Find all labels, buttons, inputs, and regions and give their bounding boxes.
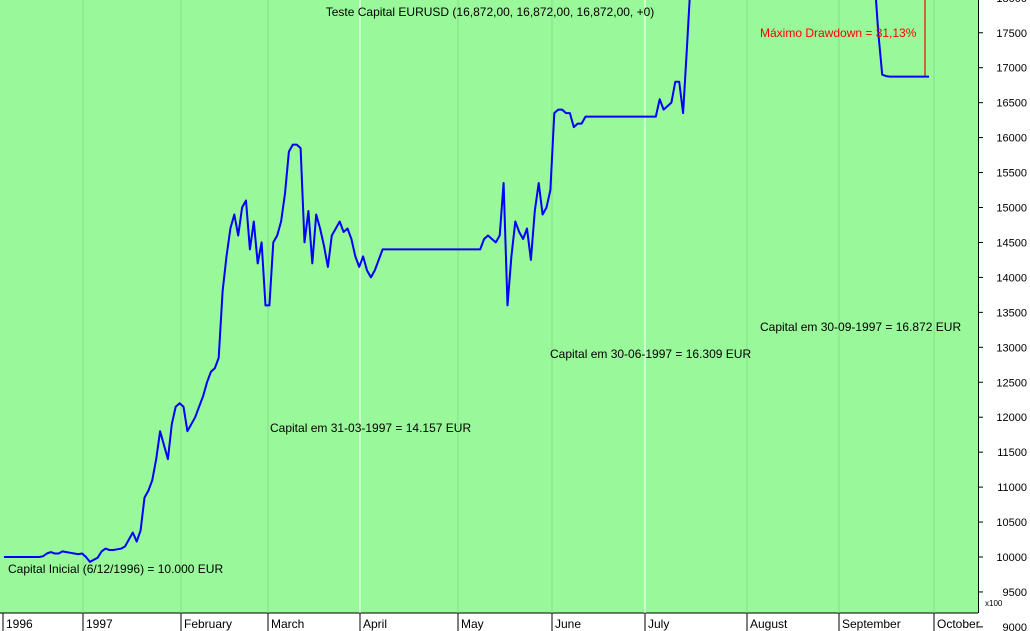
x-tick-label: 1997 xyxy=(86,617,113,631)
y-tick-label: 16000 xyxy=(996,133,1027,145)
x-tick-label: September xyxy=(842,617,901,631)
y-tick-label: 10000 xyxy=(996,552,1027,564)
y-tick-label: 13000 xyxy=(996,342,1027,354)
x-tick-label: 1996 xyxy=(6,617,33,631)
x-tick-label: October xyxy=(937,617,980,631)
y-tick-label: 15000 xyxy=(996,203,1027,215)
x-tick-label: June xyxy=(555,617,581,631)
annotation-max-drawdown: Máximo Drawdown = 31,13% xyxy=(760,26,917,40)
y-tick-label: 15500 xyxy=(996,168,1027,180)
equity-series-line xyxy=(4,0,929,563)
plot-background xyxy=(0,0,978,613)
x-axis-labels: 1996 1997 February March April May June July Aug… xyxy=(2,613,980,631)
y-tick-label: 9000 xyxy=(1003,622,1027,631)
annotation-june-capital: Capital em 30-06-1997 = 16.309 EUR xyxy=(550,347,751,361)
x-tick-label: March xyxy=(271,617,304,631)
x-tick-label: July xyxy=(648,617,669,631)
y-axis-ticks: 9000 9500 10000 10500 11000 11500 12000 12500 13… xyxy=(978,0,1027,631)
x-tick-label: May xyxy=(461,617,484,631)
y-tick-label: 12500 xyxy=(996,377,1027,389)
x-axis-panel xyxy=(0,613,1030,631)
y-tick-label: 10500 xyxy=(996,517,1027,529)
month-separators xyxy=(82,0,935,613)
y-tick-label: 9500 xyxy=(1003,587,1027,599)
chart-title: Teste Capital EURUSD (16,872,00, 16,872,… xyxy=(326,5,655,19)
y-tick-label: 18000 xyxy=(996,0,1027,5)
y-tick-label: 11000 xyxy=(997,482,1027,494)
y-axis-panel xyxy=(978,0,1030,613)
y-tick-label: 17500 xyxy=(996,28,1027,40)
y-multiplier-label: x100 xyxy=(985,599,1003,608)
x-tick-label: April xyxy=(363,617,387,631)
annotation-initial-capital: Capital Inicial (6/12/1996) = 10.000 EUR xyxy=(8,562,223,576)
y-tick-label: 17000 xyxy=(996,63,1027,75)
x-tick-label: February xyxy=(184,617,232,631)
y-tick-label: 14500 xyxy=(996,237,1027,249)
y-tick-label: 14000 xyxy=(996,272,1027,284)
annotation-sept-capital: Capital em 30-09-1997 = 16.872 EUR xyxy=(760,320,961,334)
y-tick-label: 11500 xyxy=(997,447,1027,459)
annotation-march-capital: Capital em 31-03-1997 = 14.157 EUR xyxy=(270,421,471,435)
y-tick-label: 12000 xyxy=(996,412,1027,424)
y-tick-label: 13500 xyxy=(996,307,1027,319)
y-tick-label: 16500 xyxy=(996,98,1027,110)
x-tick-label: August xyxy=(750,617,788,631)
